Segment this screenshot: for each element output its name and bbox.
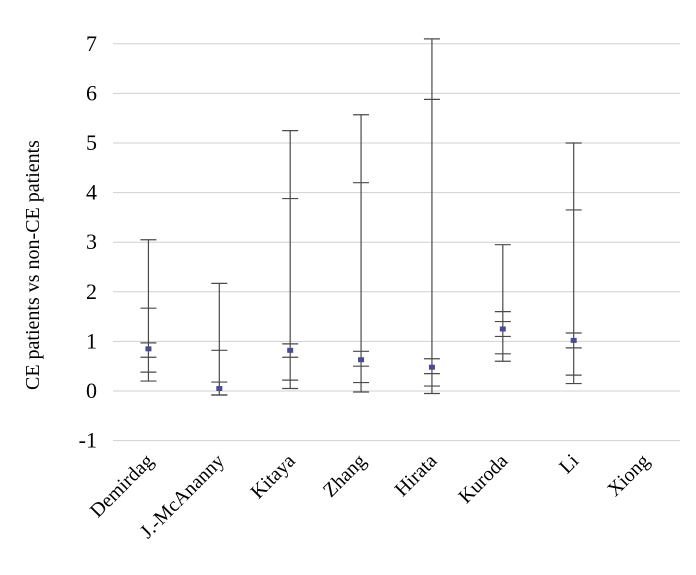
y-tick-label: 5: [86, 130, 97, 155]
error-bar-0: [140, 239, 157, 382]
x-tick-label: Zhang: [319, 450, 371, 502]
y-tick-label: 6: [86, 80, 97, 105]
y-tick-labels: -1 0 1 2 3 4 5 6 7: [79, 31, 97, 453]
error-bar-4: [423, 38, 440, 395]
y-tick-label: -1: [79, 428, 97, 453]
error-bar-1: [211, 282, 228, 396]
estimate-marker: [570, 337, 577, 343]
estimate-marker: [428, 364, 435, 370]
y-tick-label: 4: [86, 180, 97, 205]
estimate-marker: [287, 347, 294, 353]
error-bars: [140, 38, 582, 396]
x-tick-label: Kuroda: [454, 450, 512, 508]
error-bar-2: [282, 130, 299, 390]
error-bar-5: [494, 244, 511, 362]
grid: [113, 43, 680, 442]
x-tick-label: Hirata: [391, 450, 442, 501]
x-tick-label: Xiong: [603, 450, 654, 501]
y-tick-label: 3: [86, 229, 97, 254]
x-tick-label: Demirdag: [86, 450, 158, 522]
y-tick-label: 2: [86, 279, 97, 304]
x-tick-label: Kitaya: [246, 450, 299, 503]
y-tick-label: 7: [86, 31, 97, 56]
x-tick-label: Li: [555, 450, 583, 478]
estimate-marker: [145, 346, 152, 352]
estimate-marker: [358, 357, 365, 363]
estimate-marker: [216, 386, 223, 392]
estimate-marker: [499, 326, 506, 332]
error-bar-6: [565, 142, 582, 385]
error-bar-3: [353, 114, 370, 393]
y-tick-label: 0: [86, 378, 97, 403]
y-axis-label: CE patients vs non-CE patients: [22, 140, 44, 390]
y-tick-label: 1: [86, 328, 97, 353]
